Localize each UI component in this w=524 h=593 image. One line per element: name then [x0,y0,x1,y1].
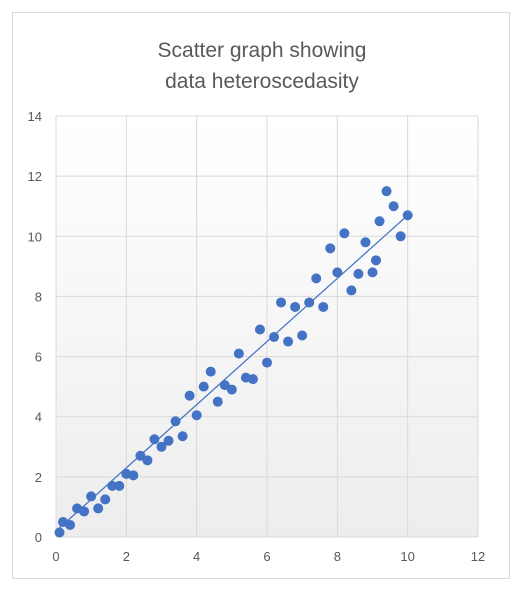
data-point [212,396,223,407]
data-point [332,267,343,278]
data-point [198,381,209,392]
data-point [318,301,329,312]
data-point [233,348,244,359]
x-tick-label: 6 [263,549,270,564]
data-point [254,324,265,335]
data-point [205,366,216,377]
data-point [163,435,174,446]
data-point [360,237,371,248]
y-tick-label: 10 [28,229,42,244]
data-point [276,297,287,308]
trendline [55,214,409,532]
data-point [374,216,385,227]
data-point [388,201,399,212]
data-point [128,470,139,481]
data-point [402,210,413,221]
data-point [100,494,111,505]
data-point [346,285,357,296]
data-point [156,441,167,452]
data-point [107,480,118,491]
data-point [170,416,181,427]
data-point [65,519,76,530]
data-point [149,434,160,445]
data-point [247,374,258,385]
chart-title-line-1: Scatter graph showing [157,39,367,62]
data-point [54,527,65,538]
y-tick-label: 14 [28,109,42,124]
x-tick-label: 4 [193,549,200,564]
x-tick-label: 10 [400,549,414,564]
data-point [262,357,272,368]
data-point [86,491,97,502]
data-point [290,301,301,312]
data-point [191,410,202,421]
y-tick-label: 2 [35,470,42,485]
data-point [325,243,336,254]
data-point [93,503,104,514]
y-tick-label: 4 [35,410,42,425]
data-point [304,297,315,308]
chart-title-line-2: data heteroscedasity [165,70,359,93]
data-point [142,455,153,466]
data-point [371,255,382,266]
data-point [381,186,392,197]
data-point [269,332,280,343]
data-point [226,384,237,395]
x-tick-label: 0 [52,549,59,564]
y-tick-label: 6 [35,350,42,365]
data-point [177,431,188,442]
data-point [353,268,364,279]
data-point [311,273,322,284]
data-point [339,228,350,239]
data-point [184,390,195,401]
y-tick-label: 8 [35,289,42,304]
data-point [79,506,90,517]
x-tick-label: 2 [123,549,130,564]
data-point [283,336,294,347]
data-point [297,330,308,341]
data-point [114,480,125,491]
chart-title: Scatter graph showing data heteroscedasi… [13,35,511,97]
y-tick-label: 0 [35,530,42,545]
y-tick-label: 12 [28,169,42,184]
x-tick-label: 8 [334,549,341,564]
data-point [395,231,406,242]
data-point [367,267,378,278]
x-tick-label: 12 [471,549,485,564]
